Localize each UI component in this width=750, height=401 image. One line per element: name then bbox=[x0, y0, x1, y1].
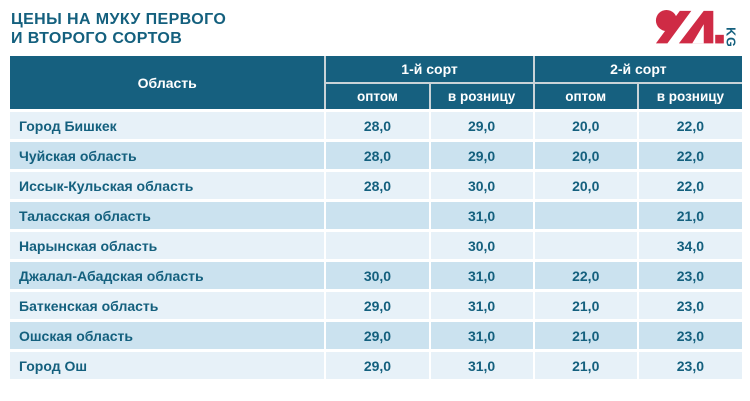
table-row: Чуйская область 28,0 29,0 20,0 22,0 bbox=[10, 139, 742, 172]
region-cell: Чуйская область bbox=[10, 139, 327, 172]
value-cell: 22,0 bbox=[636, 109, 742, 142]
value-cell: 23,0 bbox=[636, 349, 742, 379]
logo-kg-text: KG bbox=[724, 27, 738, 48]
flour-prices-table: Область 1-й сорт 2-й сорт оптом в розниц… bbox=[10, 56, 742, 379]
value-cell: 29,0 bbox=[428, 139, 535, 172]
value-cell bbox=[324, 199, 431, 232]
value-cell: 28,0 bbox=[324, 139, 431, 172]
region-cell: Иссык-Кульская область bbox=[10, 169, 327, 202]
column-header-grade2-retail: в розницу bbox=[636, 82, 742, 112]
value-cell: 30,0 bbox=[428, 229, 535, 262]
value-cell: 20,0 bbox=[532, 169, 639, 202]
value-cell: 30,0 bbox=[324, 259, 431, 292]
region-cell: Город Ош bbox=[10, 349, 327, 379]
page-title-line2: И ВТОРОГО СОРТОВ bbox=[11, 30, 183, 47]
table-row: Ошская область 29,0 31,0 21,0 23,0 bbox=[10, 319, 742, 352]
value-cell: 28,0 bbox=[324, 109, 431, 142]
value-cell: 34,0 bbox=[636, 229, 742, 262]
value-cell: 20,0 bbox=[532, 139, 639, 172]
table-row: Баткенская область 29,0 31,0 21,0 23,0 bbox=[10, 289, 742, 322]
value-cell: 23,0 bbox=[636, 319, 742, 352]
column-header-grade1-wholesale: оптом bbox=[324, 82, 431, 112]
table-header: Область 1-й сорт 2-й сорт оптом в розниц… bbox=[10, 56, 742, 112]
value-cell: 29,0 bbox=[324, 289, 431, 322]
table-row: Джалал-Абадская область 30,0 31,0 22,0 2… bbox=[10, 259, 742, 292]
column-header-grade1-retail: в розницу bbox=[428, 82, 535, 112]
logo-24kg-icon: KG bbox=[655, 9, 738, 48]
table-row: Нарынская область 30,0 34,0 bbox=[10, 229, 742, 262]
region-cell: Таласская область bbox=[10, 199, 327, 232]
table-row: Таласская область 31,0 21,0 bbox=[10, 199, 742, 232]
region-cell: Джалал-Абадская область bbox=[10, 259, 327, 292]
value-cell: 30,0 bbox=[428, 169, 535, 202]
table-row: Город Ош 29,0 31,0 21,0 23,0 bbox=[10, 349, 742, 379]
table-row: Город Бишкек 28,0 29,0 20,0 22,0 bbox=[10, 109, 742, 142]
value-cell: 31,0 bbox=[428, 259, 535, 292]
column-header-region: Область bbox=[10, 56, 327, 112]
column-group-grade2: 2-й сорт bbox=[532, 56, 742, 84]
value-cell: 21,0 bbox=[636, 199, 742, 232]
value-cell: 21,0 bbox=[532, 349, 639, 379]
column-header-grade2-wholesale: оптом bbox=[532, 82, 639, 112]
table-body: Город Бишкек 28,0 29,0 20,0 22,0 Чуйская… bbox=[10, 109, 742, 379]
value-cell: 28,0 bbox=[324, 169, 431, 202]
value-cell: 29,0 bbox=[324, 319, 431, 352]
table-header-group-row: Область 1-й сорт 2-й сорт bbox=[10, 56, 742, 112]
region-cell: Город Бишкек bbox=[10, 109, 327, 142]
table-header-sub-row: оптом в розницу оптом в розницу bbox=[10, 82, 742, 112]
value-cell: 29,0 bbox=[324, 349, 431, 379]
region-cell: Ошская область bbox=[10, 319, 327, 352]
value-cell: 31,0 bbox=[428, 289, 535, 322]
value-cell: 31,0 bbox=[428, 319, 535, 352]
header-bar: ЦЕНЫ НА МУКУ ПЕРВОГО И ВТОРОГО СОРТОВ KG bbox=[0, 0, 750, 56]
value-cell: 22,0 bbox=[532, 259, 639, 292]
value-cell: 31,0 bbox=[428, 199, 535, 232]
value-cell: 29,0 bbox=[428, 109, 535, 142]
value-cell bbox=[324, 229, 431, 262]
page-title-line1: ЦЕНЫ НА МУКУ ПЕРВОГО bbox=[11, 11, 227, 28]
value-cell: 22,0 bbox=[636, 169, 742, 202]
region-cell: Нарынская область bbox=[10, 229, 327, 262]
value-cell: 31,0 bbox=[428, 349, 535, 379]
value-cell: 21,0 bbox=[532, 319, 639, 352]
value-cell: 23,0 bbox=[636, 289, 742, 322]
value-cell: 23,0 bbox=[636, 259, 742, 292]
page-title: ЦЕНЫ НА МУКУ ПЕРВОГО И ВТОРОГО СОРТОВ bbox=[11, 10, 226, 48]
table-row: Иссык-Кульская область 28,0 30,0 20,0 22… bbox=[10, 169, 742, 202]
region-cell: Баткенская область bbox=[10, 289, 327, 322]
column-group-grade1: 1-й сорт bbox=[324, 56, 535, 84]
value-cell bbox=[532, 199, 639, 232]
logo-24kg: KG bbox=[654, 8, 742, 59]
value-cell: 20,0 bbox=[532, 109, 639, 142]
value-cell bbox=[532, 229, 639, 262]
value-cell: 21,0 bbox=[532, 289, 639, 322]
value-cell: 22,0 bbox=[636, 139, 742, 172]
